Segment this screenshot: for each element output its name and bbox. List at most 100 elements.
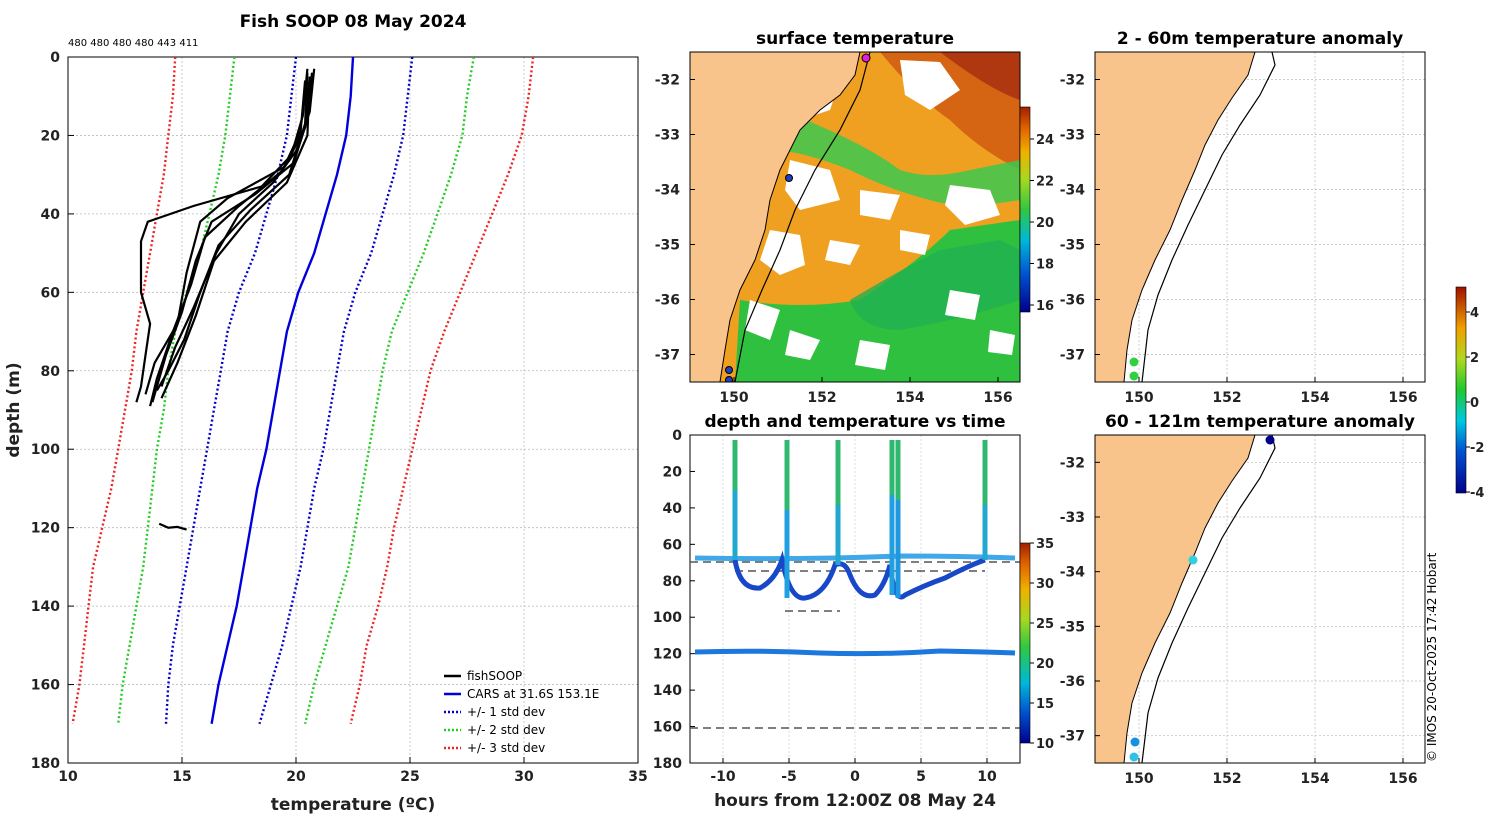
y-tick-label: 40 [663,501,683,517]
y-tick-label: 100 [653,610,682,626]
anom-shallow-frame [1094,51,1426,383]
y-tick-label: -37 [1060,729,1085,745]
fishsoop-cast-line [155,72,309,391]
colorbar-tick-label: 35 [1036,537,1054,552]
x-tick-label: 156 [1388,390,1417,406]
colorbar-tick-label: 0 [1470,396,1479,411]
profile-x-ticks: 10 15 20 25 30 35 [58,757,648,785]
anom-shallow-marker-1 [1129,357,1139,367]
sst-x-ticks: 150 152 154 156 [719,377,1013,406]
y-tick-label: 140 [31,599,60,615]
y-tick-label: 0 [50,50,60,66]
y-tick-label: 120 [31,521,60,537]
colorbar-tick-label: -4 [1470,486,1484,501]
colorbar-tick-label: 16 [1036,299,1054,314]
x-tick-label: 30 [514,769,534,785]
anom-deep-marker-south1 [1130,737,1140,747]
x-tick-label: 20 [286,769,306,785]
y-tick-label: 20 [663,464,683,480]
x-tick-label: 10 [58,769,78,785]
anom-deep-marker-mid [1188,555,1198,565]
profile-counts-label: 480 480 480 480 443 411 [68,38,198,49]
anom-shallow-marker-2 [1129,371,1139,381]
sst-title: surface temperature [756,29,954,49]
legend-std3: +/- 3 std dev [467,741,545,755]
anomaly-colorbar [1455,286,1467,494]
y-tick-label: 60 [663,537,683,553]
y-tick-label: -36 [655,293,680,309]
sst-colorbar [1019,106,1031,313]
sst-marker-mid [785,174,793,182]
x-tick-label: 154 [1300,390,1329,406]
colorbar-tick-label: 25 [1036,617,1054,632]
x-tick-label: -10 [710,769,736,785]
profile-gridlines [67,56,639,764]
x-tick-label: 154 [895,390,924,406]
anom-shallow-map [1095,52,1276,382]
x-tick-label: 156 [1388,771,1417,787]
y-tick-label: 80 [41,364,61,380]
time-colorbar-ticks: 10 15 20 25 30 35 [1030,537,1054,752]
x-tick-label: 152 [1212,390,1241,406]
anomaly-colorbar-ticks: 4 2 0 -2 -4 [1466,306,1484,501]
fishsoop-cast-line [149,80,307,407]
y-tick-label: -37 [1060,348,1085,364]
x-tick-label: 150 [1124,390,1153,406]
fishsoop-cast-line [160,76,311,399]
x-tick-label: -5 [781,769,797,785]
colorbar-tick-label: 24 [1036,133,1054,148]
x-tick-label: 35 [628,769,647,785]
anom-deep-y-ticks: -32 -33 -34 -35 -36 -37 [1060,455,1100,745]
colorbar-tick-label: 4 [1470,306,1479,321]
y-tick-label: 20 [41,128,61,144]
std-dev-line [303,57,475,725]
y-tick-label: 160 [31,678,60,694]
y-tick-label: -37 [655,348,680,364]
y-tick-label: 120 [653,647,682,663]
std-dev-line [258,57,414,725]
anom-deep-marker-north [1265,435,1275,445]
y-tick-label: -32 [655,73,680,89]
legend-cars: CARS at 31.6S 153.1E [467,687,599,701]
anom-deep-marker-south2 [1129,752,1139,762]
fishsoop-cast-line [158,522,187,531]
time-x-ticks: -10 -5 0 5 10 [710,758,997,785]
legend-std2: +/- 2 std dev [467,723,545,737]
profile-title: Fish SOOP 08 May 2024 [240,12,467,32]
x-tick-label: 10 [977,769,997,785]
colorbar-tick-label: 10 [1036,737,1054,752]
y-tick-label: -35 [655,238,680,254]
sst-map [690,52,1020,382]
y-tick-label: -36 [1060,674,1085,690]
colorbar-tick-label: 22 [1036,175,1054,190]
sst-land [690,52,861,382]
colorbar-tick-label: 15 [1036,697,1054,712]
y-tick-label: 80 [663,574,683,590]
x-tick-label: 25 [400,769,419,785]
y-tick-label: -32 [1060,73,1085,89]
anom-shallow-y-ticks: -32 -33 -34 -35 -36 -37 [1060,73,1100,364]
footer-credit: © IMOS 20-Oct-2025 17:42 Hobart [1425,552,1439,762]
y-tick-label: -34 [655,183,681,199]
anom-shallow-title: 2 - 60m temperature anomaly [1117,29,1403,49]
time-title: depth and temperature vs time [705,412,1006,432]
profile-y-axis-label: depth (m) [4,362,24,457]
anom-shallow-x-ticks: 150 152 154 156 [1124,377,1418,406]
x-tick-label: 0 [850,769,860,785]
std-dev-line [349,57,535,725]
time-gridlines [722,435,988,763]
time-colorbar [1019,542,1031,744]
x-tick-label: 150 [1124,771,1153,787]
profile-legend: fishSOOP CARS at 31.6S 153.1E +/- 1 std … [444,669,599,755]
colorbar-tick-label: 18 [1036,258,1054,273]
y-tick-label: 60 [41,285,61,301]
sst-marker-south1 [725,366,733,374]
sst-y-ticks: -32 -33 -34 -35 -36 -37 [655,73,695,364]
anom-deep-frame [1094,434,1426,764]
profile-plot-frame [67,56,639,764]
y-tick-label: -33 [1060,128,1085,144]
anom-deep-map [1095,435,1276,763]
anom-deep-x-ticks: 150 152 154 156 [1124,758,1418,787]
x-tick-label: 156 [983,390,1012,406]
profile-x-axis-label: temperature (ºC) [271,795,436,815]
